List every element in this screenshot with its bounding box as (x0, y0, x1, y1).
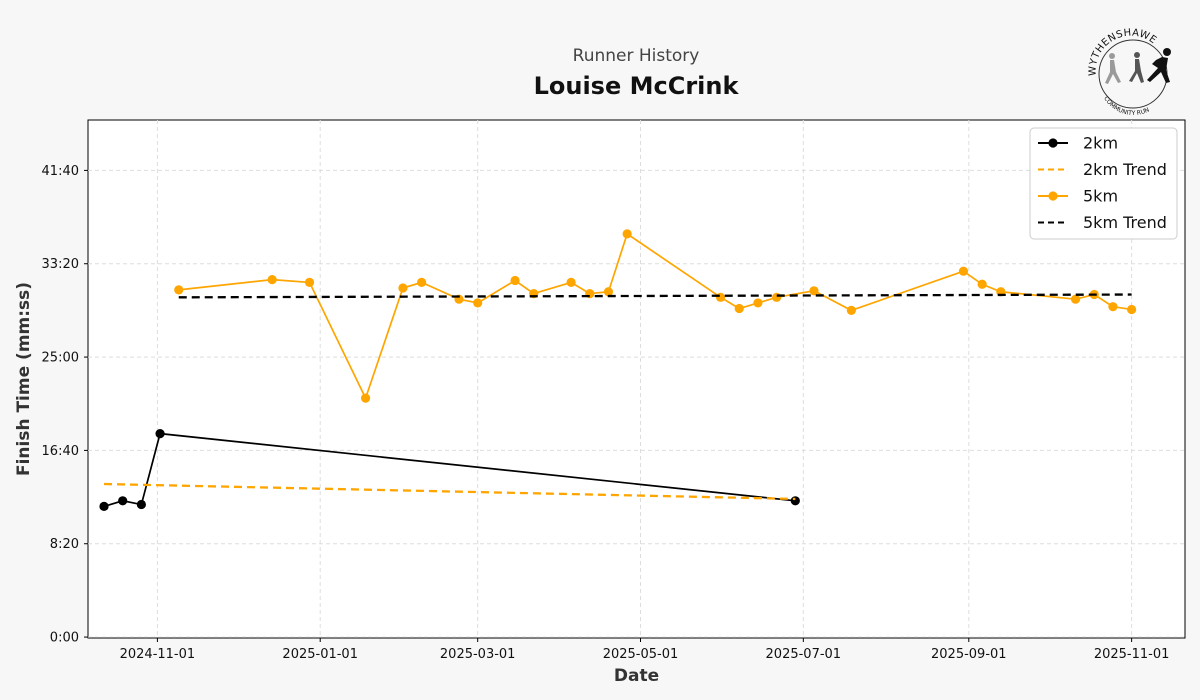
x-tick-label: 2024-11-01 (120, 647, 196, 662)
data-point-5km (1070, 294, 1081, 304)
y-tick-label: 16:40 (42, 444, 79, 459)
legend-label-2km-trend: 2km Trend (1083, 160, 1167, 179)
data-point-5km (417, 277, 427, 287)
x-axis-label: Date (614, 666, 659, 686)
data-point-5km (1108, 302, 1118, 312)
data-point-5km (753, 298, 763, 308)
wythenshawe-logo: WYTHENSHAWE COMMUNITY RUN (1088, 27, 1171, 117)
legend-label-2km: 2km (1083, 134, 1118, 153)
data-point-5km (977, 279, 987, 289)
data-point-5km (360, 393, 371, 403)
data-point-5km (846, 305, 856, 315)
x-tick-label: 2025-09-01 (931, 647, 1007, 662)
chart-subtitle: Runner History (572, 46, 700, 66)
series-line-5km-trend (178, 293, 1132, 299)
x-tick-label: 2025-11-01 (1094, 647, 1170, 662)
legend-box (1029, 127, 1178, 240)
runner-name-title: Louise McCrink (533, 72, 739, 100)
data-point-5km (174, 285, 184, 295)
y-axis-label: Finish Time (mm:ss) (14, 282, 34, 476)
data-point-5km (267, 275, 277, 285)
y-tick-label: 25:00 (42, 351, 79, 366)
x-tick-label: 2025-05-01 (603, 647, 679, 662)
data-point-5km (398, 283, 408, 293)
plot-area (87, 119, 1186, 639)
data-point-2km (790, 496, 800, 506)
y-tick-label: 33:20 (42, 257, 79, 272)
x-tick-label: 2025-01-01 (282, 647, 358, 662)
y-tick-label: 8:20 (50, 537, 79, 552)
y-tick-label: 41:40 (42, 164, 79, 179)
data-point-2km (155, 429, 165, 439)
data-point-2km (136, 499, 146, 510)
y-tick-label: 0:00 (50, 631, 79, 646)
data-point-2km (99, 501, 109, 511)
data-point-5km (603, 287, 614, 297)
data-point-5km (473, 298, 483, 308)
x-tick-label: 2025-07-01 (766, 647, 842, 662)
x-tick-label: 2025-03-01 (440, 647, 516, 662)
legend-label-5km: 5km (1083, 187, 1118, 206)
data-point-5km (715, 292, 726, 302)
data-point-5km (566, 277, 576, 287)
data-point-5km (809, 286, 819, 296)
data-point-5km (304, 277, 315, 287)
data-point-5km (772, 292, 782, 302)
data-point-5km (1127, 304, 1137, 315)
legend-marker-5km (1048, 191, 1058, 201)
legend-marker-2km (1048, 138, 1058, 148)
data-point-5km (958, 266, 969, 276)
data-point-2km (118, 496, 128, 506)
legend-label-5km-trend: 5km Trend (1083, 213, 1167, 232)
data-point-5km (734, 303, 744, 314)
data-point-5km (622, 229, 632, 239)
series-line-2km-trend (103, 482, 796, 501)
data-point-5km (510, 275, 520, 286)
